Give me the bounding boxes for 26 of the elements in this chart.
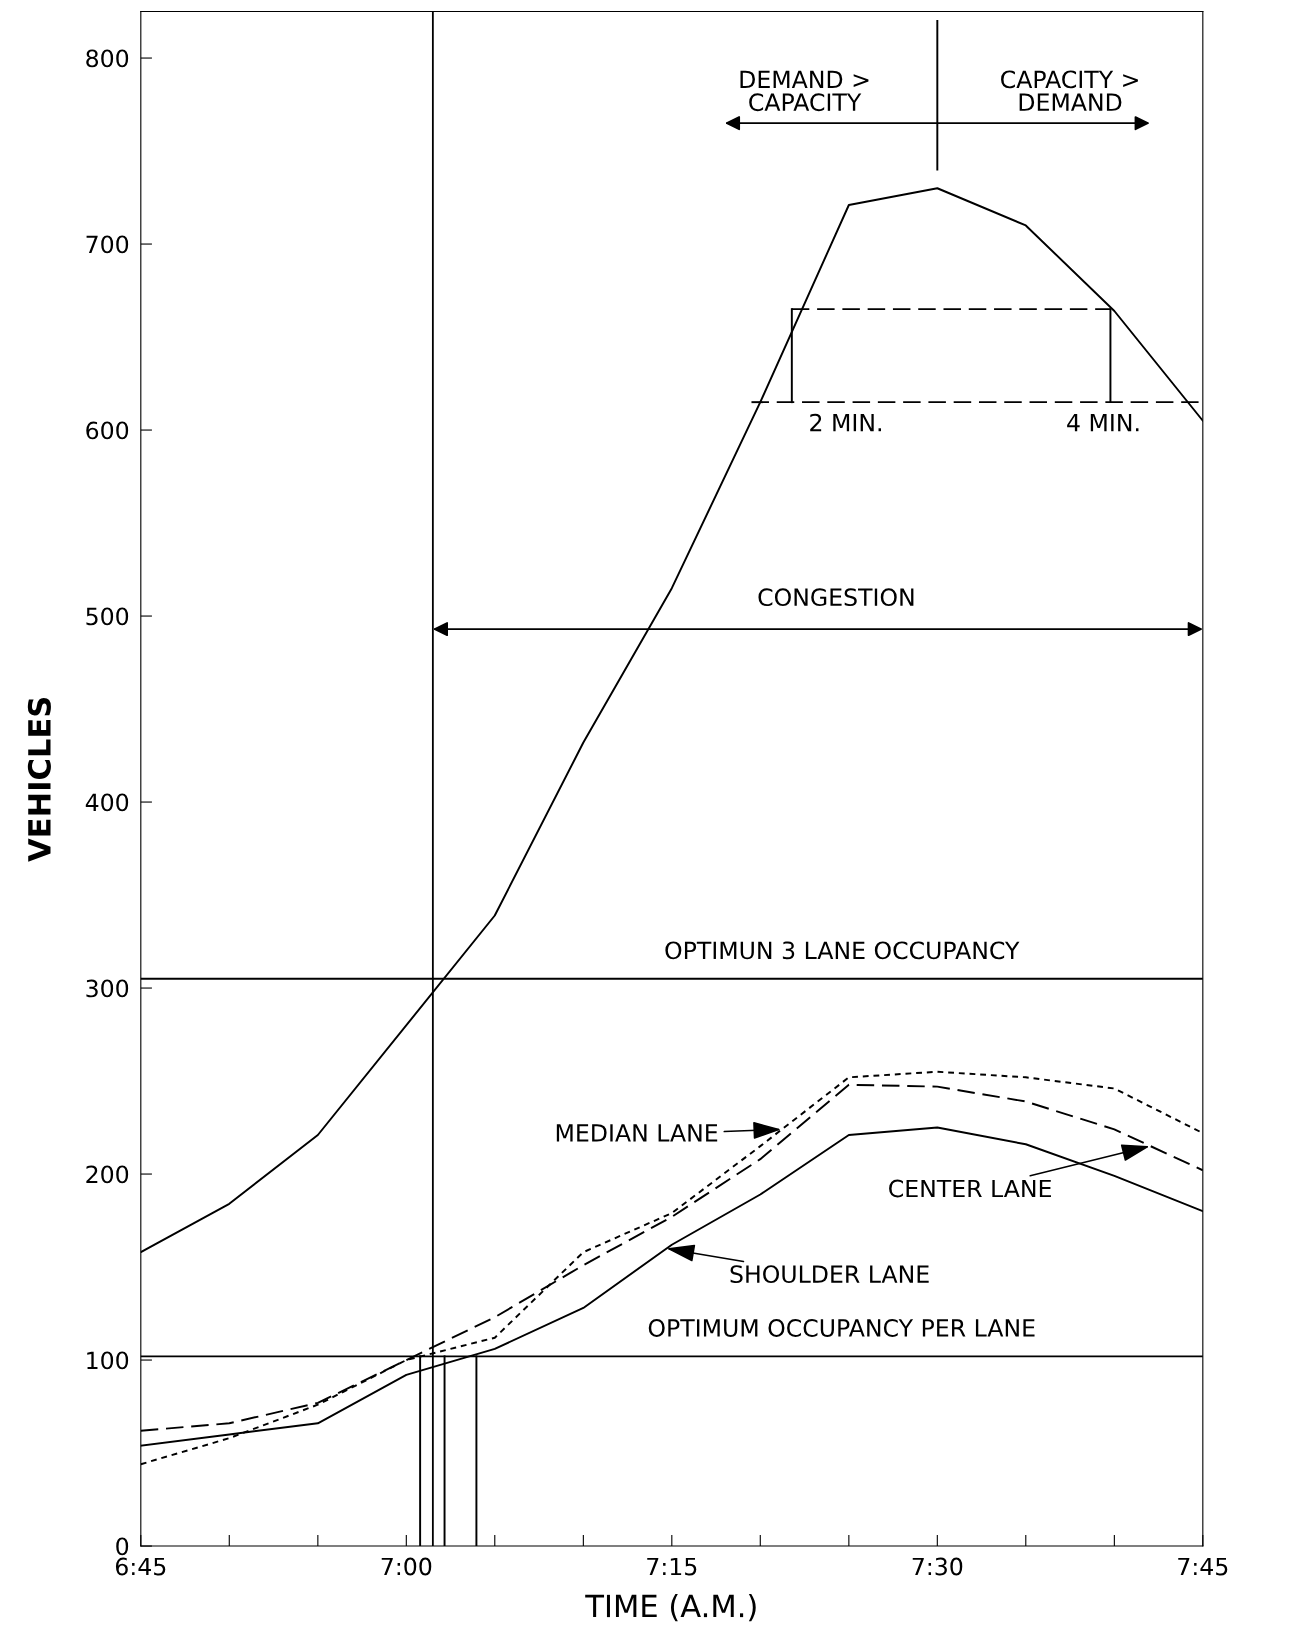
annotation: CONGESTION — [758, 588, 914, 607]
annotation: CAPACITY > DEMAND — [1001, 70, 1138, 111]
y-axis-title: VEHICLES — [27, 697, 51, 862]
y-tick-label: 200 — [86, 1165, 129, 1184]
y-tick-label: 400 — [85, 793, 129, 812]
y-tick-label: 700 — [86, 235, 129, 254]
y-tick-label: 500 — [86, 607, 129, 626]
y-tick-label: 100 — [87, 1351, 129, 1370]
y-tick-label: 0 — [116, 1537, 129, 1556]
x-tick-label: 7:30 — [912, 1557, 963, 1576]
y-tick-label: 600 — [86, 421, 129, 440]
x-tick-label: 7:15 — [647, 1557, 697, 1576]
ref-line-label: OPTIMUM OCCUPANCY PER LANE — [648, 1319, 1035, 1337]
annotation: CENTER LANE — [889, 1179, 1051, 1198]
annotation: 2 MIN. — [810, 413, 881, 432]
y-tick-label: 300 — [86, 979, 129, 998]
annotation: DEMAND > CAPACITY — [740, 70, 869, 112]
x-tick-label: 7:45 — [1178, 1557, 1228, 1576]
annotation: MEDIAN LANE — [556, 1124, 718, 1142]
annotation: SHOULDER LANE — [730, 1265, 929, 1284]
y-tick-label: 800 — [86, 49, 129, 68]
x-tick-label: 6:45 — [115, 1557, 166, 1576]
x-axis-title: TIME (A.M.) — [585, 1593, 756, 1622]
annotation: 4 MIN. — [1067, 413, 1139, 432]
x-tick-label: 7:00 — [381, 1557, 432, 1576]
ref-line-label: OPTIMUN 3 LANE OCCUPANCY — [665, 941, 1020, 960]
